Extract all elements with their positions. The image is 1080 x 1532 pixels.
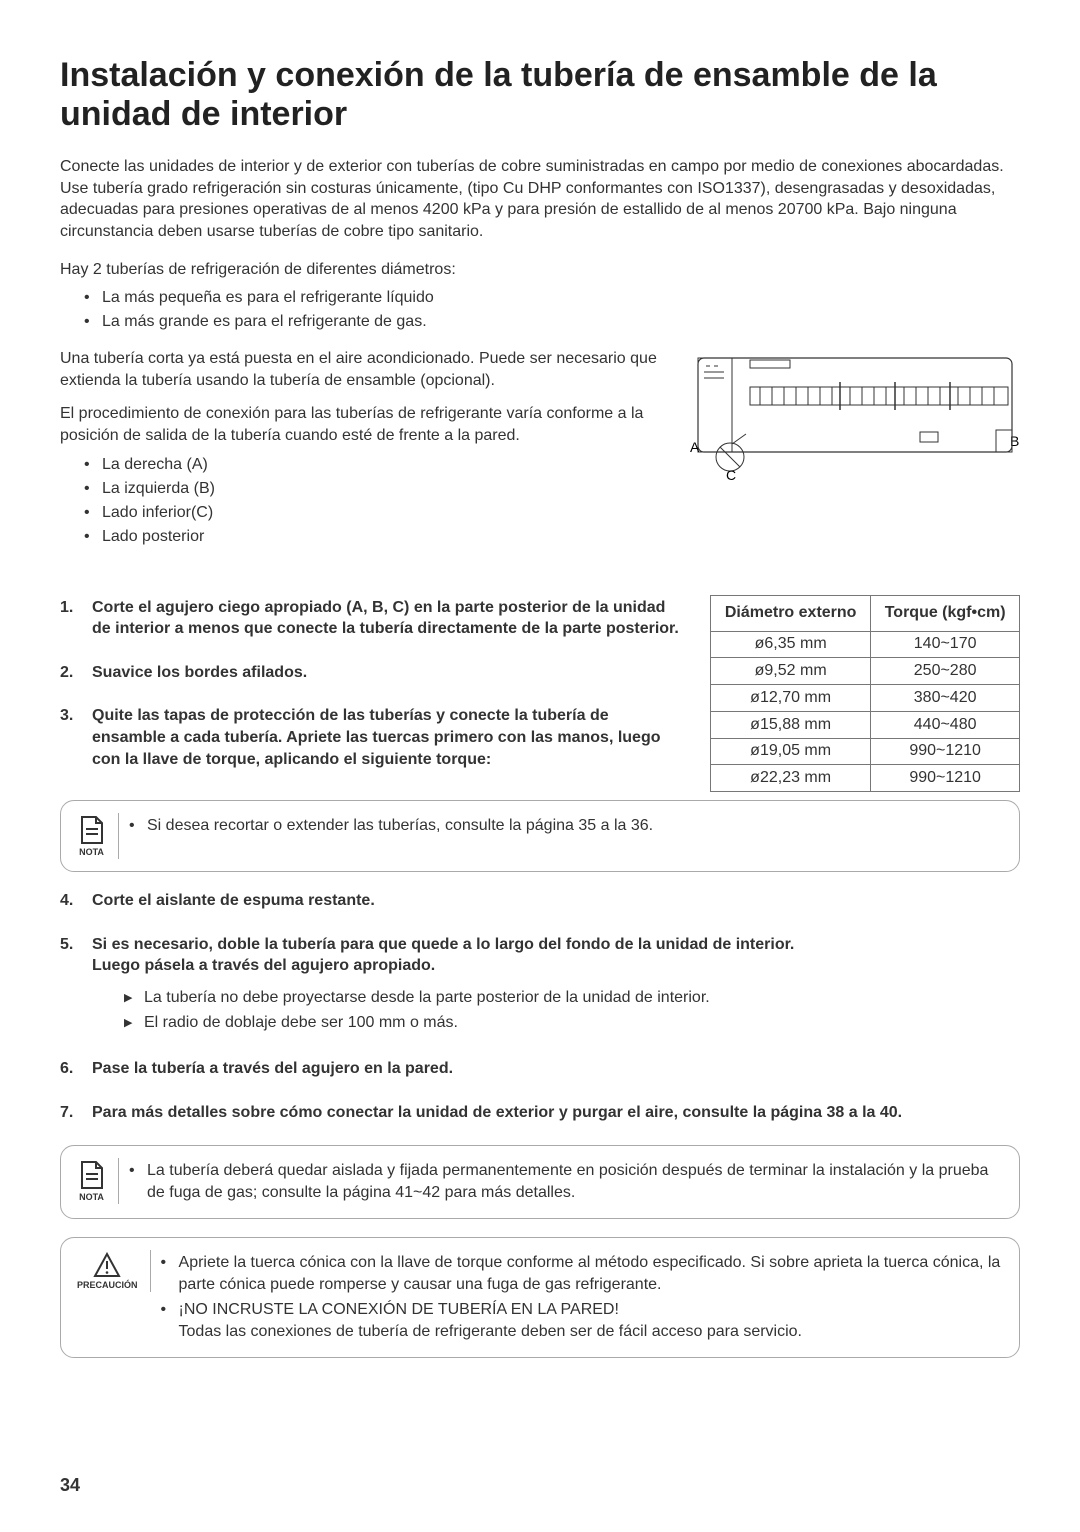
note-label: NOTA bbox=[79, 1192, 104, 1202]
table-cell: 380~420 bbox=[871, 685, 1020, 712]
table-cell: ø22,23 mm bbox=[711, 765, 871, 792]
note-callout-1: NOTA Si desea recortar o extender las tu… bbox=[60, 800, 1020, 872]
paragraph-3: El procedimiento de conexión para las tu… bbox=[60, 403, 674, 446]
list-item: La más pequeña es para el refrigerante l… bbox=[102, 286, 1020, 310]
caution-callout: PRECAUCIÓN Apriete la tuerca cónica con … bbox=[60, 1237, 1020, 1357]
paragraph-2: Una tubería corta ya está puesta en el a… bbox=[60, 348, 674, 391]
table-cell: ø15,88 mm bbox=[711, 711, 871, 738]
intro-paragraph: Conecte las unidades de interior y de ex… bbox=[60, 156, 1020, 242]
note-text: La tubería deberá quedar aislada y fijad… bbox=[129, 1160, 1003, 1204]
diagram-label-c: C bbox=[726, 467, 736, 482]
list-item: La derecha (A) bbox=[102, 453, 674, 477]
table-cell: 990~1210 bbox=[871, 765, 1020, 792]
step-7: Para más detalles sobre cómo conectar la… bbox=[60, 1102, 1020, 1124]
unit-diagram: A C B bbox=[690, 352, 1020, 482]
paragraph-1: Hay 2 tuberías de refrigeración de difer… bbox=[60, 259, 1020, 281]
torque-table: Diámetro externoTorque (kgf•cm) ø6,35 mm… bbox=[710, 595, 1020, 793]
note-icon bbox=[79, 1160, 105, 1190]
step-5-sub: La tubería no debe proyectarse desde la … bbox=[124, 985, 1020, 1011]
table-cell: 250~280 bbox=[871, 658, 1020, 685]
table-header: Torque (kgf•cm) bbox=[871, 595, 1020, 631]
step-1: Corte el agujero ciego apropiado (A, B, … bbox=[60, 597, 682, 640]
step-2: Suavice los bordes afilados. bbox=[60, 662, 682, 684]
page-number: 34 bbox=[60, 1475, 80, 1496]
caution-label: PRECAUCIÓN bbox=[77, 1280, 138, 1290]
page-title: Instalación y conexión de la tubería de … bbox=[60, 56, 1020, 134]
note-icon bbox=[79, 815, 105, 845]
list-item: Lado posterior bbox=[102, 525, 674, 549]
list-item: La izquierda (B) bbox=[102, 477, 674, 501]
diagram-label-a: A bbox=[690, 439, 700, 455]
note-callout-2: NOTA La tubería deberá quedar aislada y … bbox=[60, 1145, 1020, 1219]
warning-icon bbox=[93, 1252, 121, 1278]
step-5: Si es necesario, doble la tubería para q… bbox=[60, 934, 1020, 1036]
caution-text: ¡NO INCRUSTE LA CONEXIÓN DE TUBERÍA EN L… bbox=[161, 1299, 1003, 1343]
bullet-list-1: La más pequeña es para el refrigerante l… bbox=[60, 286, 1020, 334]
table-cell: ø9,52 mm bbox=[711, 658, 871, 685]
note-text: Si desea recortar o extender las tubería… bbox=[129, 815, 1003, 837]
table-cell: 990~1210 bbox=[871, 738, 1020, 765]
table-cell: ø6,35 mm bbox=[711, 631, 871, 658]
list-item: Lado inferior(C) bbox=[102, 501, 674, 525]
caution-text: Apriete la tuerca cónica con la llave de… bbox=[161, 1252, 1003, 1296]
table-cell: ø12,70 mm bbox=[711, 685, 871, 712]
table-cell: ø19,05 mm bbox=[711, 738, 871, 765]
bullet-list-2: La derecha (A) La izquierda (B) Lado inf… bbox=[60, 453, 674, 549]
step-3: Quite las tapas de protección de las tub… bbox=[60, 705, 682, 770]
note-label: NOTA bbox=[79, 847, 104, 857]
table-cell: 440~480 bbox=[871, 711, 1020, 738]
step-6: Pase la tubería a través del agujero en … bbox=[60, 1058, 1020, 1080]
table-cell: 140~170 bbox=[871, 631, 1020, 658]
diagram-label-b: B bbox=[1010, 433, 1019, 449]
step-5-sub: El radio de doblaje debe ser 100 mm o má… bbox=[124, 1010, 1020, 1036]
step-4: Corte el aislante de espuma restante. bbox=[60, 890, 1020, 912]
list-item: La más grande es para el refrigerante de… bbox=[102, 310, 1020, 334]
table-header: Diámetro externo bbox=[711, 595, 871, 631]
